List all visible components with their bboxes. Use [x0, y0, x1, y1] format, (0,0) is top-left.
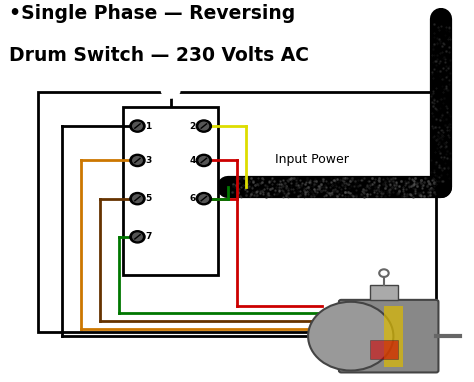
Text: 2: 2	[190, 121, 196, 131]
FancyBboxPatch shape	[339, 300, 438, 372]
Circle shape	[130, 231, 145, 243]
Circle shape	[308, 302, 393, 371]
Circle shape	[196, 193, 211, 205]
Circle shape	[133, 157, 142, 164]
Text: 5: 5	[146, 194, 152, 203]
Bar	[384, 306, 403, 367]
Circle shape	[199, 195, 209, 202]
Circle shape	[130, 154, 145, 167]
Circle shape	[133, 122, 142, 130]
Text: 4: 4	[190, 156, 196, 165]
Text: 3: 3	[146, 156, 152, 165]
Bar	[38, 92, 436, 332]
Text: 7: 7	[146, 232, 152, 241]
Circle shape	[199, 122, 209, 130]
Circle shape	[130, 193, 145, 205]
Circle shape	[199, 157, 209, 164]
Text: 1: 1	[146, 121, 152, 131]
Bar	[370, 340, 398, 359]
Circle shape	[196, 154, 211, 167]
Text: 6: 6	[190, 194, 196, 203]
Text: Drum Switch — 230 Volts AC: Drum Switch — 230 Volts AC	[9, 46, 310, 65]
Circle shape	[162, 84, 179, 97]
Circle shape	[130, 120, 145, 132]
Text: Input Power: Input Power	[275, 153, 349, 166]
Circle shape	[133, 233, 142, 241]
Bar	[370, 285, 398, 300]
Circle shape	[196, 120, 211, 132]
Text: •Single Phase — Reversing: •Single Phase — Reversing	[9, 4, 296, 23]
Circle shape	[162, 71, 179, 85]
Circle shape	[133, 195, 142, 202]
Bar	[123, 107, 218, 275]
